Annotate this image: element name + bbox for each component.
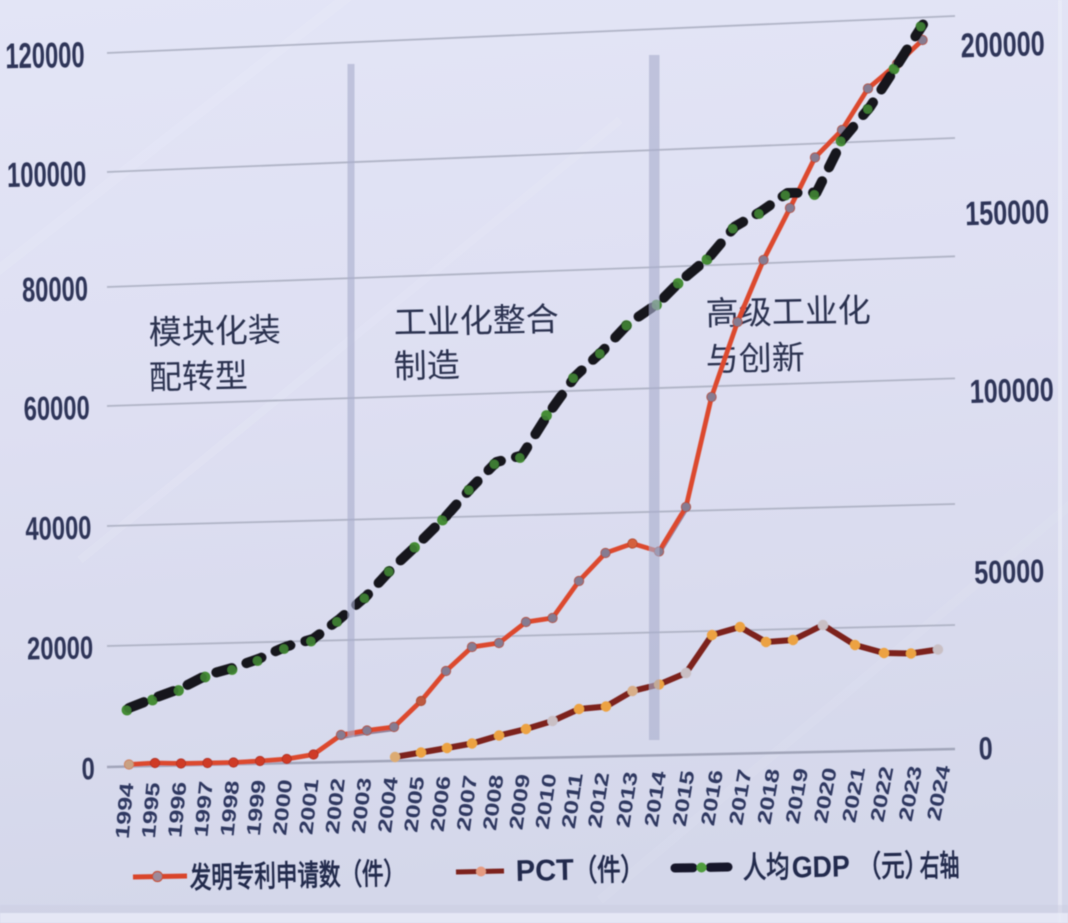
svg-text:100000: 100000 xyxy=(7,155,87,195)
svg-text:PCT: PCT xyxy=(515,854,574,888)
svg-text:50000: 50000 xyxy=(974,552,1045,591)
svg-text:100000: 100000 xyxy=(969,372,1054,411)
svg-text:GDP: GDP xyxy=(791,850,850,884)
svg-text:0: 0 xyxy=(978,730,993,766)
svg-text:150000: 150000 xyxy=(965,193,1050,233)
svg-text:1996: 1996 xyxy=(164,781,191,839)
svg-text:80000: 80000 xyxy=(22,270,89,309)
svg-text:0: 0 xyxy=(81,751,95,786)
svg-text:1997: 1997 xyxy=(190,780,217,838)
svg-text:40000: 40000 xyxy=(25,509,92,547)
svg-text:60000: 60000 xyxy=(23,390,90,428)
svg-text:120000: 120000 xyxy=(5,35,85,76)
svg-text:1995: 1995 xyxy=(138,781,165,839)
svg-text:1994: 1994 xyxy=(111,781,138,839)
svg-text:20000: 20000 xyxy=(27,629,94,666)
svg-text:200000: 200000 xyxy=(960,25,1045,65)
